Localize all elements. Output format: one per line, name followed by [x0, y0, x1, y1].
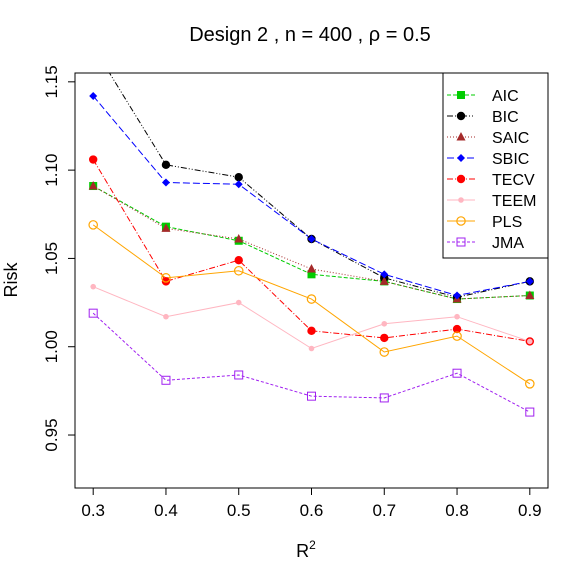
- y-tick-label: 1.15: [42, 65, 61, 98]
- data-point-tecv: [88, 155, 98, 164]
- legend-marker-sbic: [457, 154, 465, 162]
- data-point-pls: [161, 273, 171, 283]
- x-tick-label: 0.4: [154, 501, 178, 520]
- legend-label-pls: PLS: [492, 214, 522, 231]
- data-point-tecv: [380, 333, 389, 343]
- y-tick-label: 1.10: [42, 154, 61, 187]
- data-point-saic: [307, 264, 316, 273]
- legend-label-bic: BIC: [492, 109, 519, 126]
- legend-marker-saic: [456, 132, 466, 141]
- data-point-sbic: [161, 178, 170, 187]
- data-point-teem: [454, 313, 460, 320]
- x-axis-label-superscript: 2: [309, 538, 316, 552]
- legend-label-tecv: TECV: [492, 172, 535, 189]
- data-point-teem: [381, 320, 388, 327]
- axes: 0.3 0.4 0.5 0.6 0.7 0.8 0.9 0.95 1.00 1.05 1.10 1.1…: [1, 65, 549, 561]
- legend-marker-jma: [456, 237, 466, 247]
- data-point-tecv: [234, 255, 243, 265]
- legend-label-jma: JMA: [492, 235, 524, 252]
- data-point-teem: [90, 283, 96, 290]
- data-point-saic: [234, 234, 244, 243]
- data-point-teem: [235, 299, 242, 306]
- data-point-sbic: [307, 235, 316, 243]
- x-tick-label: 0.3: [81, 501, 105, 520]
- x-tick-label: 0.9: [518, 501, 542, 520]
- data-point-jma: [307, 391, 316, 401]
- data-point-pls: [233, 265, 244, 276]
- data-point-saic: [379, 276, 389, 285]
- x-axis-label-main: R: [296, 541, 309, 561]
- x-tick-label: 0.8: [445, 501, 469, 520]
- data-point-sbic: [453, 291, 462, 300]
- data-point-teem: [527, 338, 533, 345]
- data-point-jma: [379, 393, 389, 403]
- legend-label-teem: TEEM: [492, 193, 536, 210]
- data-point-tecv: [452, 324, 462, 334]
- data-point-pls: [306, 294, 317, 304]
- data-point-pls: [525, 379, 535, 389]
- y-tick-label: 0.95: [42, 418, 61, 451]
- legend-marker-bic: [456, 111, 466, 121]
- legend: AIC BIC SAIC SBIC TECV TEEM PLS JMA: [442, 72, 549, 259]
- legend-label-saic: SAIC: [492, 130, 529, 147]
- data-point-sbic: [234, 180, 243, 189]
- series-markers: [88, 91, 535, 417]
- chart-title: Design 2 , n = 400 , ρ = 0.5: [189, 24, 431, 46]
- data-point-pls: [88, 220, 98, 230]
- data-point-jma: [525, 407, 535, 417]
- x-axis-label: R2: [296, 538, 316, 561]
- legend-label-sbic: SBIC: [492, 151, 529, 168]
- legend-marker-pls: [456, 216, 466, 226]
- data-point-teem: [163, 313, 169, 320]
- data-point-sbic: [89, 91, 98, 100]
- data-point-saic: [88, 181, 98, 190]
- data-point-sbic: [525, 277, 534, 286]
- legend-marker-teem: [458, 197, 464, 203]
- legend-label-aic: AIC: [492, 88, 519, 105]
- data-point-bic: [161, 160, 171, 170]
- data-point-sbic: [380, 270, 389, 279]
- data-point-jma: [234, 370, 244, 380]
- data-point-jma: [161, 375, 171, 385]
- data-point-bic: [234, 172, 243, 182]
- legend-box: [442, 72, 549, 259]
- data-point-teem: [308, 345, 315, 352]
- legend-marker-tecv: [456, 174, 466, 184]
- x-tick-label: 0.6: [300, 501, 324, 520]
- data-point-jma: [88, 308, 98, 318]
- y-tick-label: 1.05: [42, 242, 61, 275]
- data-point-tecv: [307, 326, 316, 336]
- data-point-saic: [525, 290, 535, 300]
- data-point-aic: [307, 270, 316, 279]
- x-tick-label: 0.7: [372, 501, 396, 520]
- data-point-pls: [379, 347, 390, 357]
- x-tick-label: 0.5: [227, 501, 251, 520]
- data-point-pls: [452, 331, 462, 341]
- legend-marker-aic: [457, 91, 465, 99]
- y-tick-label: 1.00: [42, 330, 61, 363]
- data-point-saic: [161, 223, 171, 232]
- data-point-tecv: [161, 277, 171, 286]
- series-line-jma: [92, 312, 531, 413]
- y-axis-label: Risk: [1, 262, 21, 298]
- data-point-jma: [452, 368, 462, 378]
